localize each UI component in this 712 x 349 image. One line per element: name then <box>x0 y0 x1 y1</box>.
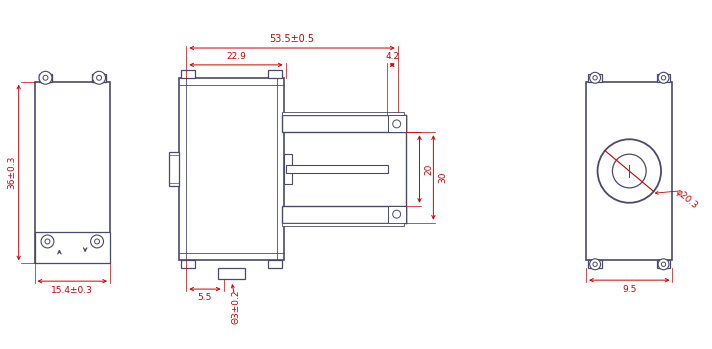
Circle shape <box>593 262 597 267</box>
Text: 9.5: 9.5 <box>622 284 637 294</box>
Bar <box>169 152 179 186</box>
Text: 4.2: 4.2 <box>385 52 399 61</box>
Circle shape <box>93 71 105 84</box>
Text: 30: 30 <box>438 172 447 183</box>
Bar <box>588 74 602 82</box>
Circle shape <box>593 76 597 80</box>
Bar <box>283 154 291 184</box>
Circle shape <box>97 75 102 80</box>
Bar <box>586 82 672 260</box>
Text: 36±0.3: 36±0.3 <box>7 156 16 189</box>
Circle shape <box>45 239 50 244</box>
Circle shape <box>95 239 100 244</box>
Circle shape <box>41 235 54 248</box>
Circle shape <box>658 259 669 270</box>
Bar <box>286 165 388 173</box>
Bar <box>282 116 406 132</box>
Text: 22.9: 22.9 <box>226 52 246 61</box>
Text: 53.5±0.5: 53.5±0.5 <box>270 34 315 44</box>
Bar <box>268 70 282 78</box>
Circle shape <box>90 235 103 248</box>
Circle shape <box>597 139 661 203</box>
Bar <box>282 223 404 225</box>
Bar <box>179 78 283 260</box>
Bar <box>388 206 406 223</box>
Circle shape <box>612 154 646 188</box>
Bar <box>588 260 602 268</box>
Circle shape <box>43 75 48 80</box>
Text: φ20.3: φ20.3 <box>674 187 699 210</box>
Bar <box>182 70 195 78</box>
Circle shape <box>39 71 52 84</box>
Bar <box>656 74 671 82</box>
Bar <box>35 231 110 263</box>
Bar <box>218 268 246 279</box>
Text: 20: 20 <box>424 163 433 175</box>
Circle shape <box>658 72 669 83</box>
Bar <box>38 74 53 82</box>
Circle shape <box>393 120 401 128</box>
Bar <box>35 82 110 263</box>
Bar <box>282 206 406 223</box>
Text: Θ3±0.2: Θ3±0.2 <box>232 290 241 324</box>
Bar <box>182 260 195 268</box>
Text: 15.4±0.3: 15.4±0.3 <box>51 285 93 295</box>
Bar <box>656 260 671 268</box>
Circle shape <box>590 72 600 83</box>
Text: 5.5: 5.5 <box>198 292 212 302</box>
Circle shape <box>661 76 666 80</box>
Circle shape <box>590 259 600 270</box>
Bar <box>282 112 404 116</box>
Bar <box>92 74 106 82</box>
Bar <box>388 116 406 132</box>
Bar <box>268 260 282 268</box>
Circle shape <box>393 210 401 218</box>
Circle shape <box>661 262 666 267</box>
